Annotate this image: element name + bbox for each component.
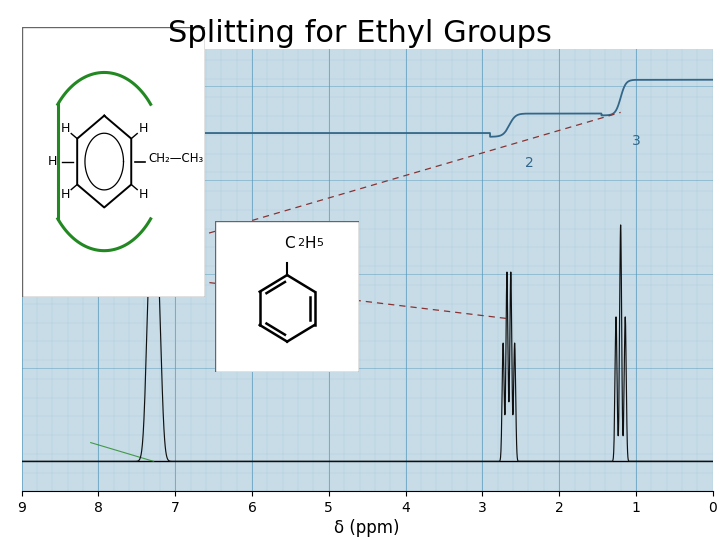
- Text: 5: 5: [171, 210, 180, 224]
- Text: H: H: [60, 188, 70, 201]
- X-axis label: δ (ppm): δ (ppm): [335, 519, 400, 537]
- Text: 3: 3: [632, 134, 641, 149]
- Text: H: H: [60, 122, 70, 135]
- Text: C: C: [284, 236, 295, 251]
- Text: 2: 2: [525, 156, 534, 170]
- Text: H: H: [138, 122, 148, 135]
- Bar: [215, 221, 359, 372]
- Text: H: H: [305, 236, 316, 251]
- Bar: [22, 26, 205, 296]
- Text: 2: 2: [297, 238, 305, 248]
- Text: Splitting for Ethyl Groups: Splitting for Ethyl Groups: [168, 19, 552, 48]
- Text: 5: 5: [316, 238, 323, 248]
- Text: H: H: [138, 188, 148, 201]
- Text: CH₂—CH₃: CH₂—CH₃: [148, 152, 204, 165]
- Text: H: H: [48, 155, 58, 168]
